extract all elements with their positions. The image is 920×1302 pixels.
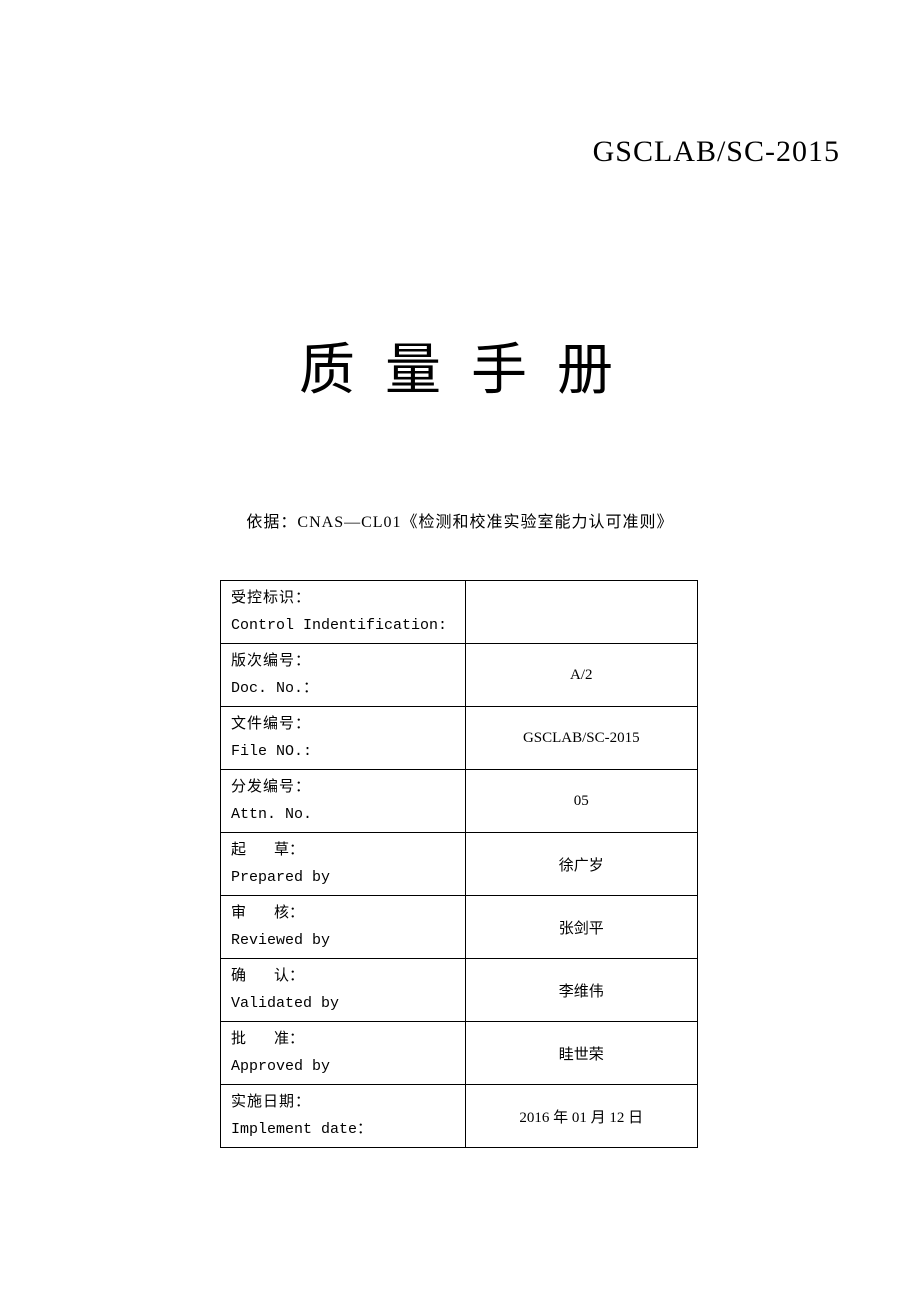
table-row: 批准： Approved by 眭世荣 bbox=[221, 1022, 698, 1085]
reviewed-by-label: 审核： Reviewed by bbox=[221, 896, 466, 959]
table-row: 实施日期： Implement date： 2016 年 01 月 12 日 bbox=[221, 1085, 698, 1148]
file-no-value: GSCLAB/SC-2015 bbox=[465, 707, 697, 770]
attn-no-label: 分发编号： Attn. No. bbox=[221, 770, 466, 833]
validated-by-label: 确认： Validated by bbox=[221, 959, 466, 1022]
table-row: 版次编号： Doc. No.： A/2 bbox=[221, 644, 698, 707]
prepared-by-label: 起草： Prepared by bbox=[221, 833, 466, 896]
reviewed-by-value: 张剑平 bbox=[465, 896, 697, 959]
header-document-code: GSCLAB/SC-2015 bbox=[593, 135, 840, 169]
implement-date-label: 实施日期： Implement date： bbox=[221, 1085, 466, 1148]
table-row: 起草： Prepared by 徐广岁 bbox=[221, 833, 698, 896]
control-id-value bbox=[465, 581, 697, 644]
approved-by-label: 批准： Approved by bbox=[221, 1022, 466, 1085]
implement-date-value: 2016 年 01 月 12 日 bbox=[465, 1085, 697, 1148]
validated-by-value: 李维伟 bbox=[465, 959, 697, 1022]
table-row: 审核： Reviewed by 张剑平 bbox=[221, 896, 698, 959]
document-info-table: 受控标识： Control Indentification: 版次编号： Doc… bbox=[220, 580, 698, 1148]
document-subtitle: 依据：CNAS—CL01《检测和校准实验室能力认可准则》 bbox=[0, 508, 920, 532]
prepared-by-value: 徐广岁 bbox=[465, 833, 697, 896]
table-row: 受控标识： Control Indentification: bbox=[221, 581, 698, 644]
doc-no-value: A/2 bbox=[465, 644, 697, 707]
table-row: 确认： Validated by 李维伟 bbox=[221, 959, 698, 1022]
table-row: 文件编号： File NO.: GSCLAB/SC-2015 bbox=[221, 707, 698, 770]
table-row: 分发编号： Attn. No. 05 bbox=[221, 770, 698, 833]
document-title: 质 量 手 册 bbox=[0, 325, 920, 406]
approved-by-value: 眭世荣 bbox=[465, 1022, 697, 1085]
file-no-label: 文件编号： File NO.: bbox=[221, 707, 466, 770]
control-id-label: 受控标识： Control Indentification: bbox=[221, 581, 466, 644]
doc-no-label: 版次编号： Doc. No.： bbox=[221, 644, 466, 707]
attn-no-value: 05 bbox=[465, 770, 697, 833]
